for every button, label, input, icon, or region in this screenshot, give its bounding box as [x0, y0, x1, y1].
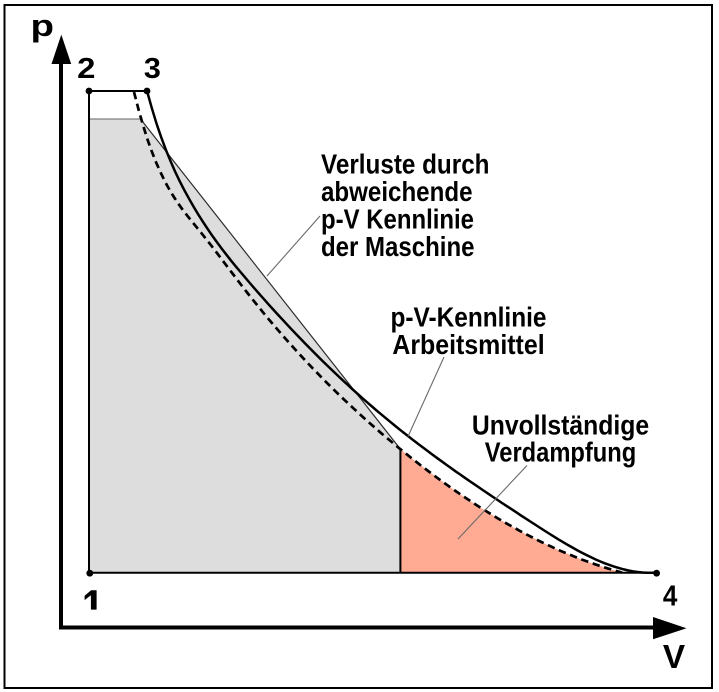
- svg-text:der Maschine: der Maschine: [321, 231, 475, 262]
- svg-text:abweichende: abweichende: [321, 176, 473, 207]
- svg-text:V: V: [663, 639, 685, 676]
- svg-text:p-V-Kennlinie: p-V-Kennlinie: [391, 302, 547, 333]
- svg-text:p-V Kennlinie: p-V Kennlinie: [321, 204, 474, 235]
- svg-text:4: 4: [663, 581, 678, 613]
- svg-text:Unvollständige: Unvollständige: [472, 410, 649, 441]
- svg-text:Verluste durch: Verluste durch: [321, 149, 490, 180]
- svg-text:3: 3: [144, 53, 161, 85]
- svg-text:2: 2: [77, 53, 95, 85]
- svg-text:p: p: [31, 8, 55, 43]
- svg-text:Arbeitsmittel: Arbeitsmittel: [392, 329, 544, 360]
- svg-text:Verdampfung: Verdampfung: [485, 437, 637, 468]
